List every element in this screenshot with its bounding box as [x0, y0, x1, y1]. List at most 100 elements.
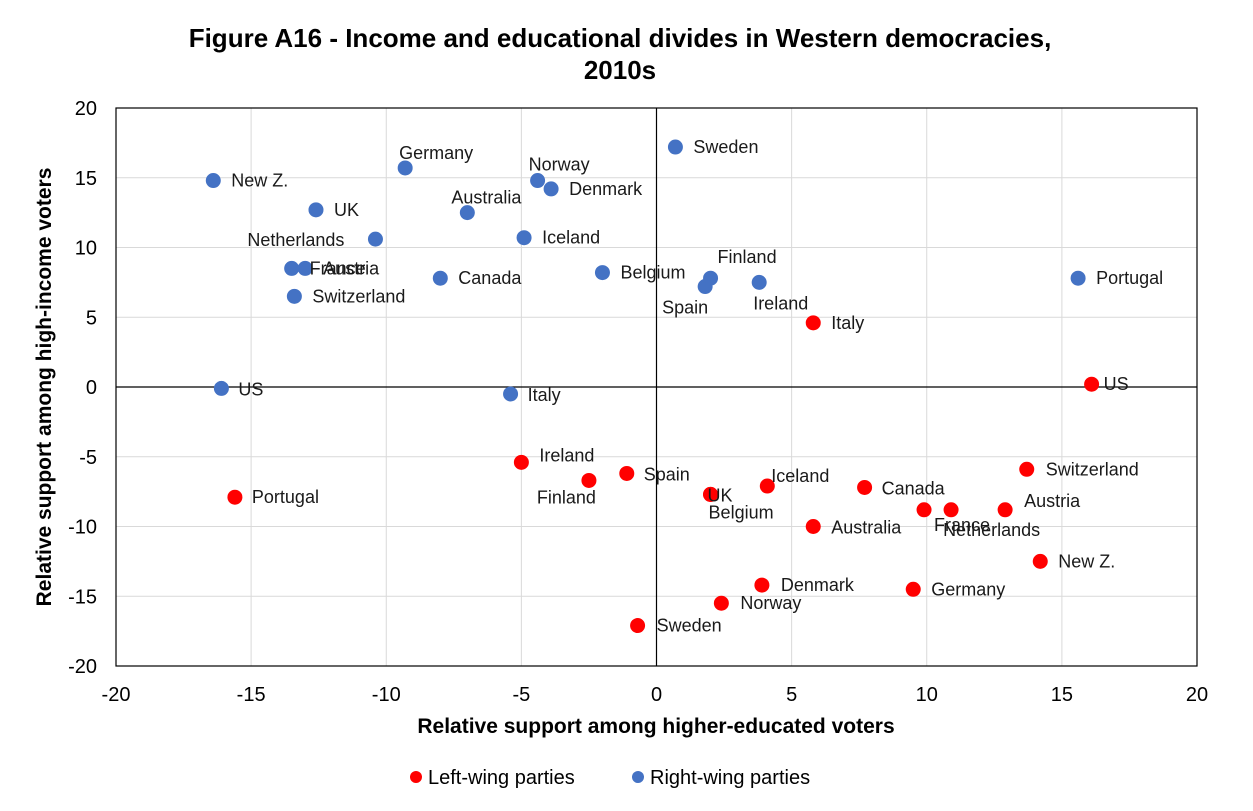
left-wing-parties-label-portugal: Portugal: [252, 487, 319, 507]
x-tick-label: -15: [237, 684, 266, 706]
x-tick-label: 10: [916, 684, 938, 706]
right-wing-parties-label-portugal: Portugal: [1096, 268, 1163, 288]
left-wing-parties-label-australia: Australia: [831, 518, 902, 538]
legend-label-left: Left-wing parties: [428, 767, 575, 789]
right-wing-parties-point-ireland: [751, 274, 767, 290]
right-wing-parties-point-norway: [530, 173, 546, 189]
left-wing-parties-label-us: US: [1104, 374, 1129, 394]
y-axis-title: Relative support among high-income voter…: [33, 168, 56, 607]
left-wing-parties-label-sweden: Sweden: [657, 616, 722, 636]
left-wing-parties-point-netherlands: [943, 502, 959, 518]
right-wing-parties-point-italy: [503, 386, 519, 402]
x-axis-title: Relative support among higher-educated v…: [417, 715, 894, 738]
right-wing-parties-label-us: US: [238, 379, 263, 399]
y-tick-label: -5: [79, 447, 97, 469]
right-wing-parties-point-netherlands: [367, 231, 383, 247]
left-wing-parties-label-denmark: Denmark: [781, 575, 855, 595]
chart-title-line2: 2010s: [584, 55, 656, 85]
right-wing-parties-label-finland: Finland: [718, 247, 777, 267]
left-wing-parties-point-new-z: [1032, 553, 1048, 569]
left-wing-parties-point-sweden: [630, 618, 646, 634]
right-wing-parties-point-new-z: [205, 173, 221, 189]
tick-labels: -20 -15 -10 -5 0 5 10 15 20 -20 -15 -10 -5 0 5 10 15 20: [68, 98, 1208, 706]
left-wing-parties-label-ireland: Ireland: [539, 445, 594, 465]
right-wing-parties-point-belgium: [594, 265, 610, 281]
y-tick-label: 0: [86, 377, 97, 399]
left-wing-parties-label-france: France: [934, 515, 990, 535]
left-wing-parties-point-ireland: [513, 454, 529, 470]
right-wing-parties-point-germany: [397, 160, 413, 176]
x-tick-label: -20: [102, 684, 131, 706]
right-wing-parties-label-austria: Austria: [323, 258, 380, 278]
x-tick-label: 0: [651, 684, 662, 706]
legend-marker-left: [410, 771, 422, 783]
left-wing-parties-point-spain: [619, 465, 635, 481]
left-wing-parties-point-us: [1084, 376, 1100, 392]
y-tick-label: -20: [68, 656, 97, 678]
left-wing-parties-label-switzerland: Switzerland: [1046, 459, 1139, 479]
y-tick-label: 10: [75, 238, 97, 260]
right-wing-parties-point-france: [284, 260, 300, 276]
right-wing-parties-point-canada: [432, 270, 448, 286]
left-wing-parties-label-spain: Spain: [644, 464, 690, 484]
right-wing-parties-point-austria: [297, 260, 313, 276]
right-wing-parties-point-spain: [697, 279, 713, 295]
legend: Left-wing parties Right-wing parties: [410, 767, 810, 789]
right-wing-parties-point-sweden: [667, 139, 683, 155]
right-wing-parties-label-france: France: [310, 258, 366, 278]
right-wing-parties-label-italy: Italy: [528, 385, 561, 405]
left-wing-parties-point-portugal: [227, 489, 243, 505]
right-wing-parties-point-portugal: [1070, 270, 1086, 286]
y-tick-label: 15: [75, 168, 97, 190]
right-wing-parties-point-australia: [459, 205, 475, 221]
left-wing-parties-label-norway: Norway: [740, 593, 801, 613]
right-wing-parties-label-uk: UK: [334, 200, 359, 220]
right-wing-parties-label-ireland: Ireland: [753, 293, 808, 313]
y-tick-label: 5: [86, 307, 97, 329]
legend-marker-right: [632, 771, 644, 783]
left-wing-parties-label-uk: UK: [708, 485, 733, 505]
x-tick-label: -10: [372, 684, 401, 706]
right-wing-parties-label-norway: Norway: [529, 155, 590, 175]
right-wing-parties-label-sweden: Sweden: [693, 137, 758, 157]
right-wing-parties-label-new-z: New Z.: [231, 171, 288, 191]
left-wing-parties-point-austria: [997, 502, 1013, 518]
left-wing-parties-point-germany: [905, 581, 921, 597]
right-wing-parties-label-canada: Canada: [458, 268, 522, 288]
right-wing-parties-label-spain: Spain: [662, 298, 708, 318]
left-wing-parties-point-iceland: [759, 478, 775, 494]
right-wing-parties-label-belgium: Belgium: [620, 263, 685, 283]
left-wing-parties-point-canada: [857, 479, 873, 495]
left-wing-parties-point-denmark: [754, 577, 770, 593]
left-wing-parties-label-belgium: Belgium: [709, 502, 774, 522]
left-wing-parties-point-switzerland: [1019, 461, 1035, 477]
left-wing-parties-label-germany: Germany: [931, 579, 1005, 599]
chart-title: Figure A16 - Income and educational divi…: [189, 23, 1052, 53]
left-wing-parties-point-finland: [581, 472, 597, 488]
left-wing-parties-label-iceland: Iceland: [771, 466, 829, 486]
legend-label-right: Right-wing parties: [650, 767, 810, 789]
x-tick-label: 5: [786, 684, 797, 706]
y-tick-label: -10: [68, 517, 97, 539]
y-tick-label: -15: [68, 586, 97, 608]
y-tick-label: 20: [75, 98, 97, 120]
right-wing-parties-point-iceland: [516, 230, 532, 246]
left-wing-parties-label-finland: Finland: [537, 487, 596, 507]
point-labels: US Portugal Italy Ireland Spain Finland UK Icel…: [231, 137, 1163, 635]
right-wing-parties-point-switzerland: [286, 288, 302, 304]
left-wing-parties-point-france: [916, 502, 932, 518]
right-wing-parties-point-uk: [308, 202, 324, 218]
left-wing-parties-point-norway: [713, 595, 729, 611]
left-wing-parties-point-italy: [805, 315, 821, 331]
x-tick-label: 15: [1051, 684, 1073, 706]
right-wing-parties-label-denmark: Denmark: [569, 179, 643, 199]
right-wing-parties-label-netherlands: Netherlands: [247, 230, 344, 250]
left-wing-parties-label-austria: Austria: [1024, 491, 1081, 511]
x-tick-label: 20: [1186, 684, 1208, 706]
left-wing-parties-label-new-z: New Z.: [1058, 551, 1115, 571]
left-wing-parties-point-belgium: [703, 486, 719, 502]
right-wing-parties-label-australia: Australia: [451, 188, 522, 208]
right-wing-parties-point-us: [213, 380, 229, 396]
x-tick-label: -5: [512, 684, 530, 706]
